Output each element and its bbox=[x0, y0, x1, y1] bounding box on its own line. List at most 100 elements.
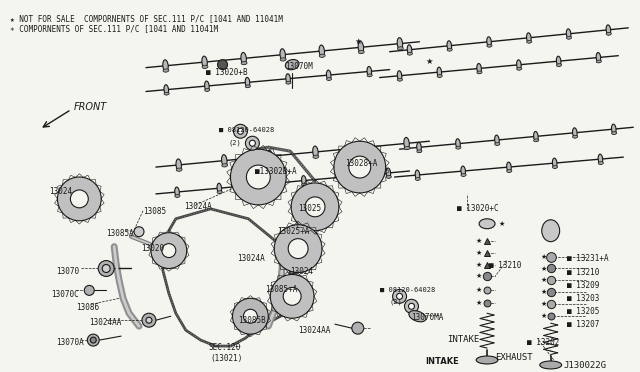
Ellipse shape bbox=[447, 48, 452, 51]
Ellipse shape bbox=[456, 146, 461, 149]
Circle shape bbox=[392, 289, 406, 303]
Ellipse shape bbox=[479, 219, 495, 229]
Text: ■ 13020+C: ■ 13020+C bbox=[457, 204, 499, 213]
Ellipse shape bbox=[566, 36, 572, 39]
Ellipse shape bbox=[386, 176, 391, 178]
Text: ■ 13231+A: ■ 13231+A bbox=[566, 254, 608, 263]
Ellipse shape bbox=[404, 137, 410, 149]
Ellipse shape bbox=[556, 64, 562, 67]
Text: ■ 13210: ■ 13210 bbox=[489, 260, 522, 270]
Ellipse shape bbox=[245, 85, 250, 88]
Text: 13070MA: 13070MA bbox=[412, 313, 444, 322]
Ellipse shape bbox=[612, 132, 617, 135]
Circle shape bbox=[284, 288, 301, 305]
Text: ★: ★ bbox=[475, 273, 481, 279]
Text: ★: ★ bbox=[541, 301, 547, 307]
Ellipse shape bbox=[319, 54, 325, 57]
Text: (2): (2) bbox=[390, 298, 403, 305]
Text: ★: ★ bbox=[475, 262, 481, 267]
Text: SEC.120: SEC.120 bbox=[209, 343, 241, 352]
Ellipse shape bbox=[344, 179, 349, 182]
Ellipse shape bbox=[344, 172, 348, 182]
Circle shape bbox=[250, 140, 255, 146]
Ellipse shape bbox=[313, 146, 318, 158]
Ellipse shape bbox=[164, 85, 168, 94]
Text: ★: ★ bbox=[541, 278, 547, 283]
Ellipse shape bbox=[487, 44, 492, 47]
Ellipse shape bbox=[415, 177, 420, 180]
Ellipse shape bbox=[176, 159, 181, 171]
Circle shape bbox=[146, 317, 152, 323]
Circle shape bbox=[291, 183, 339, 231]
Text: ★: ★ bbox=[499, 221, 505, 227]
Circle shape bbox=[408, 303, 415, 309]
Text: 13024A: 13024A bbox=[184, 202, 211, 211]
Text: (13021): (13021) bbox=[211, 354, 243, 363]
Text: 13024: 13024 bbox=[49, 187, 72, 196]
Circle shape bbox=[234, 124, 248, 138]
Ellipse shape bbox=[552, 166, 557, 169]
Ellipse shape bbox=[280, 58, 286, 61]
Ellipse shape bbox=[175, 187, 179, 197]
Ellipse shape bbox=[477, 64, 481, 73]
Text: ■ 13209: ■ 13209 bbox=[566, 282, 599, 291]
Text: 13070A: 13070A bbox=[56, 338, 84, 347]
Ellipse shape bbox=[552, 158, 557, 168]
Circle shape bbox=[134, 227, 144, 237]
Text: INTAKE: INTAKE bbox=[447, 335, 479, 344]
Ellipse shape bbox=[205, 89, 210, 92]
Ellipse shape bbox=[407, 52, 413, 55]
Ellipse shape bbox=[313, 155, 319, 158]
Circle shape bbox=[246, 165, 270, 189]
Ellipse shape bbox=[285, 60, 299, 70]
Ellipse shape bbox=[326, 78, 332, 80]
Ellipse shape bbox=[437, 75, 442, 77]
Text: 13024AA: 13024AA bbox=[90, 318, 122, 327]
Circle shape bbox=[230, 149, 286, 205]
Circle shape bbox=[232, 298, 268, 334]
Ellipse shape bbox=[280, 49, 285, 61]
Text: 13070: 13070 bbox=[56, 266, 79, 276]
Ellipse shape bbox=[596, 52, 601, 62]
Text: INTAKE: INTAKE bbox=[426, 357, 460, 366]
Text: 13020: 13020 bbox=[141, 244, 164, 253]
Ellipse shape bbox=[540, 361, 562, 369]
Circle shape bbox=[87, 334, 99, 346]
Text: ★: ★ bbox=[475, 250, 481, 256]
Ellipse shape bbox=[222, 164, 228, 167]
Ellipse shape bbox=[598, 162, 604, 164]
Circle shape bbox=[352, 322, 364, 334]
Circle shape bbox=[84, 285, 94, 295]
Circle shape bbox=[334, 141, 386, 193]
Ellipse shape bbox=[163, 60, 168, 72]
Ellipse shape bbox=[386, 168, 390, 178]
Ellipse shape bbox=[404, 147, 410, 150]
Ellipse shape bbox=[221, 155, 227, 167]
Text: ■ 13202: ■ 13202 bbox=[527, 338, 559, 347]
Ellipse shape bbox=[286, 74, 291, 84]
Circle shape bbox=[275, 225, 322, 272]
Text: 13085: 13085 bbox=[143, 207, 166, 216]
Text: ■13302B+A: ■13302B+A bbox=[255, 167, 297, 176]
Text: 13028+A: 13028+A bbox=[345, 159, 377, 168]
Text: ∗ COMPORNENTS OF SEC.111 P/C [1041 AND 11041M: ∗ COMPORNENTS OF SEC.111 P/C [1041 AND 1… bbox=[10, 24, 218, 33]
Text: ★: ★ bbox=[475, 300, 481, 306]
Circle shape bbox=[245, 136, 259, 150]
Ellipse shape bbox=[217, 191, 222, 193]
Ellipse shape bbox=[358, 142, 364, 154]
Ellipse shape bbox=[516, 67, 522, 70]
Ellipse shape bbox=[241, 52, 246, 64]
Text: 13025: 13025 bbox=[298, 204, 321, 213]
Circle shape bbox=[270, 275, 314, 318]
Text: ■ 08120-64028: ■ 08120-64028 bbox=[380, 286, 435, 292]
Ellipse shape bbox=[495, 142, 500, 145]
Text: 13024: 13024 bbox=[290, 266, 314, 276]
Text: ★: ★ bbox=[475, 238, 481, 244]
Text: 13085B: 13085B bbox=[239, 316, 266, 325]
Circle shape bbox=[288, 239, 308, 259]
Ellipse shape bbox=[596, 60, 602, 63]
Ellipse shape bbox=[573, 135, 578, 138]
Text: ★: ★ bbox=[541, 289, 547, 295]
Ellipse shape bbox=[202, 65, 208, 68]
Ellipse shape bbox=[566, 29, 571, 39]
